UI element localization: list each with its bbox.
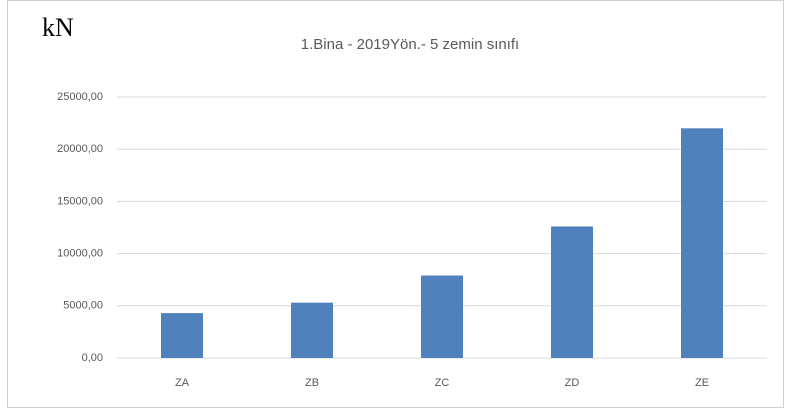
chart-frame — [7, 0, 784, 408]
bar — [551, 226, 593, 358]
bar — [291, 302, 333, 358]
chart-title: 1.Bina - 2019Yön.- 5 zemin sınıfı — [301, 36, 519, 53]
x-tick-label: ZC — [435, 377, 450, 389]
y-tick-label: 10000,00 — [57, 248, 103, 260]
bar — [161, 313, 203, 358]
x-tick-label: ZE — [695, 377, 709, 389]
bar — [421, 275, 463, 358]
y-tick-label: 5000,00 — [63, 300, 103, 312]
x-tick-label: ZA — [175, 377, 190, 389]
x-tick-label: ZB — [305, 377, 319, 389]
bar — [681, 128, 723, 358]
y-tick-label: 20000,00 — [57, 143, 103, 155]
y-axis-label: kN — [42, 13, 74, 42]
x-tick-label: ZD — [565, 377, 580, 389]
y-tick-label: 0,00 — [82, 352, 103, 364]
y-tick-label: 25000,00 — [57, 91, 103, 103]
y-tick-label: 15000,00 — [57, 195, 103, 207]
